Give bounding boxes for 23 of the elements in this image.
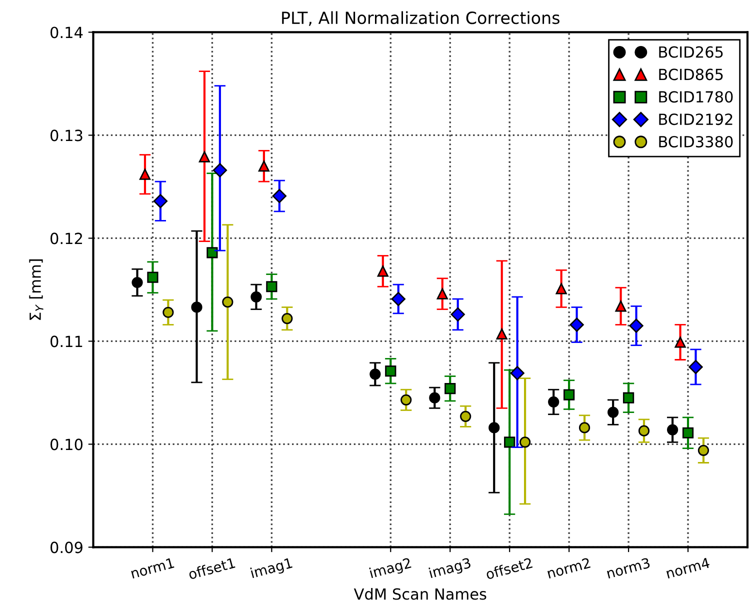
legend-label: BCID2192 — [659, 114, 732, 126]
x-tick-label: imag3 — [428, 557, 472, 581]
x-tick-label: norm4 — [666, 558, 710, 579]
legend-label: BCID1780 — [659, 91, 733, 103]
legend-label: BCID3380 — [659, 136, 733, 148]
legend-label: BCID265 — [659, 46, 723, 58]
x-tick-label: offset2 — [485, 557, 533, 580]
y-axis-title: Σ$_{Y}$ [mm] — [29, 259, 44, 320]
x-tick-label: norm1 — [130, 558, 174, 579]
y-tick-label: 0.12 — [50, 232, 82, 244]
y-tick-label: 0.14 — [50, 26, 83, 38]
x-tick-label: norm3 — [606, 557, 650, 579]
y-tick-label: 0.09 — [50, 542, 82, 554]
legend-label: BCID865 — [659, 68, 723, 80]
y-tick-label: 0.10 — [50, 438, 83, 450]
x-tick-label: offset1 — [188, 557, 236, 580]
x-tick-label: norm2 — [546, 558, 591, 579]
x-tick-label: imag2 — [369, 557, 412, 581]
x-axis-title: VdM Scan Names — [354, 588, 486, 600]
y-tick-label: 0.11 — [50, 336, 82, 348]
y-tick-label: 0.13 — [50, 130, 82, 142]
chart-title: PLT, All Normalization Corrections — [282, 11, 560, 26]
x-tick-label: imag1 — [250, 557, 294, 581]
